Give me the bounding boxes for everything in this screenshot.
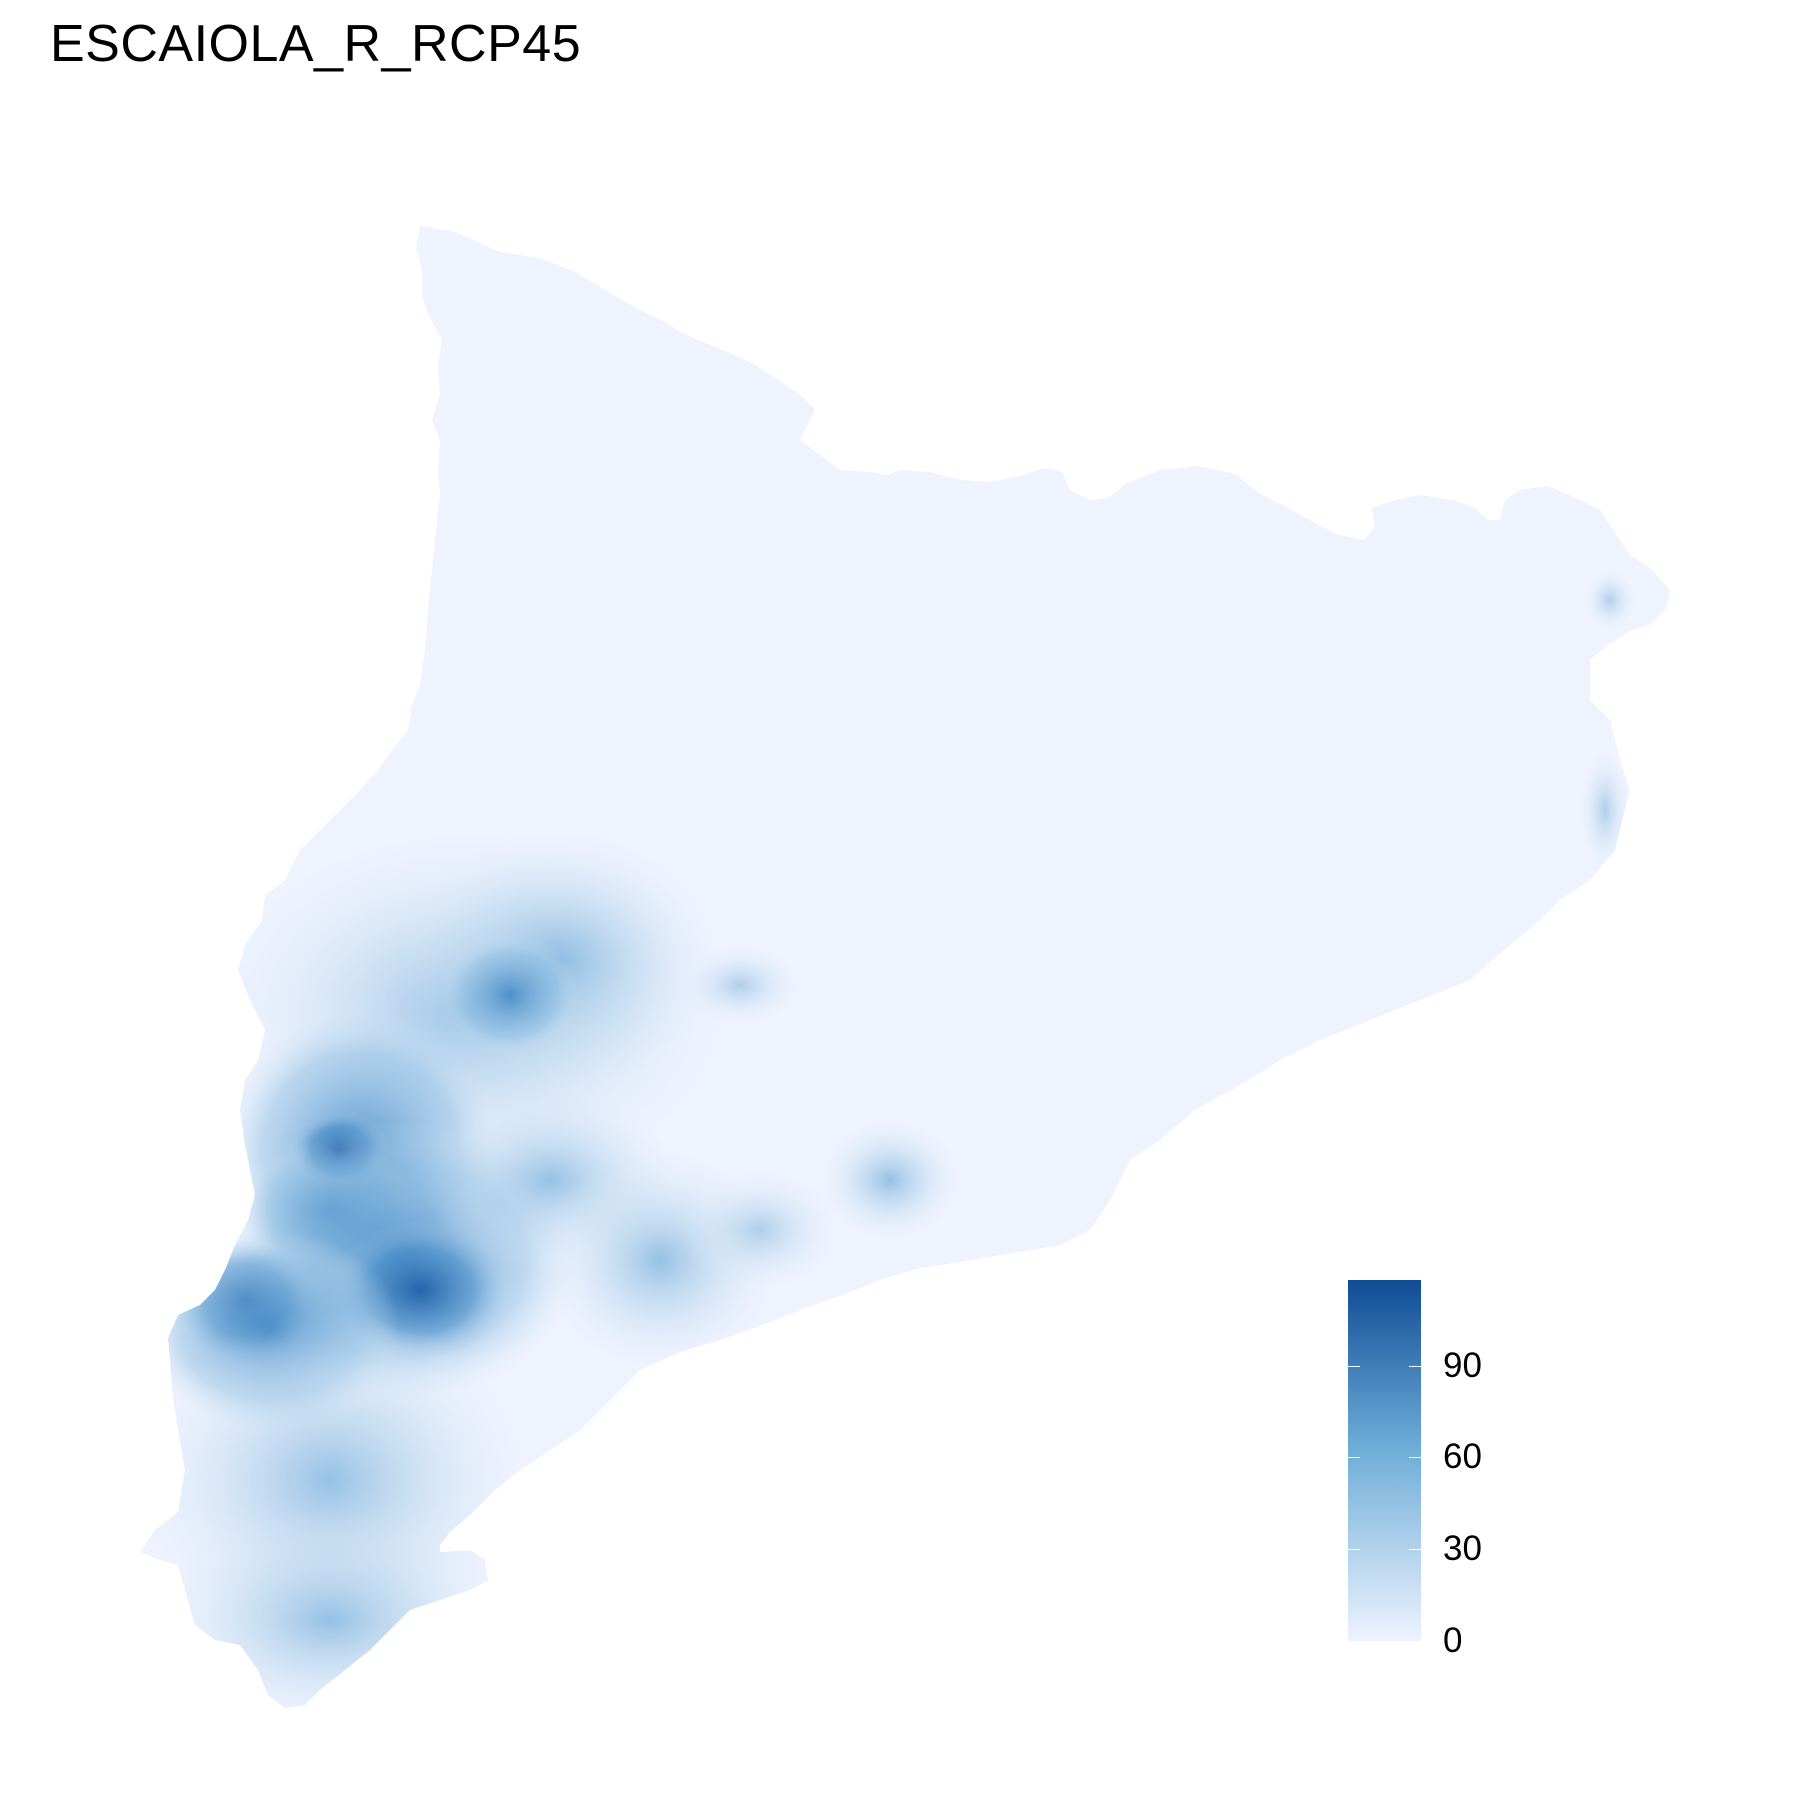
legend-tick-label: 30 xyxy=(1443,1529,1482,1569)
legend-tick-mark xyxy=(1409,1457,1421,1459)
legend-colorbar xyxy=(1348,1280,1421,1641)
map-title: ESCAIOLA_R_RCP45 xyxy=(50,15,582,73)
legend-tick-mark xyxy=(1409,1365,1421,1367)
legend-tick-label: 60 xyxy=(1443,1437,1482,1477)
legend-tick-mark xyxy=(1348,1549,1360,1551)
color-legend: 0 30 60 90 xyxy=(1348,1280,1528,1660)
legend-tick-label: 90 xyxy=(1443,1345,1482,1385)
legend-tick-mark xyxy=(1409,1641,1421,1642)
legend-tick-mark xyxy=(1409,1549,1421,1551)
legend-tick-mark xyxy=(1348,1641,1360,1642)
legend-tick-mark xyxy=(1348,1365,1360,1367)
legend-tick-label: 0 xyxy=(1443,1621,1463,1660)
legend-tick-mark xyxy=(1348,1457,1360,1459)
